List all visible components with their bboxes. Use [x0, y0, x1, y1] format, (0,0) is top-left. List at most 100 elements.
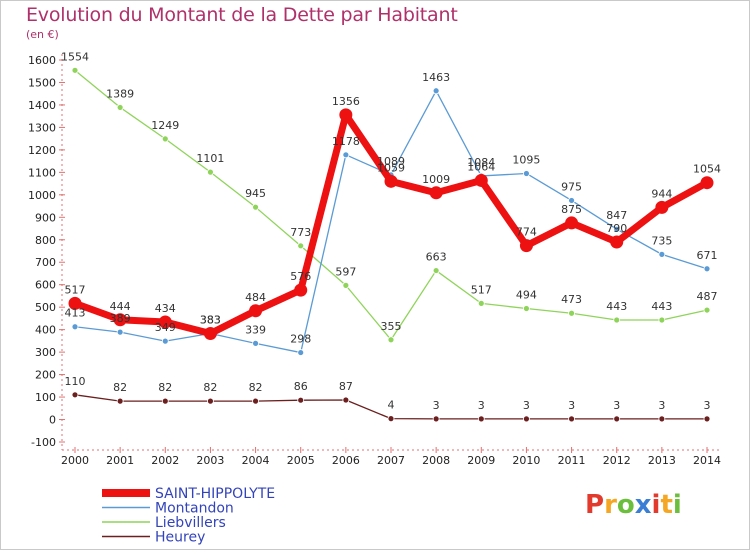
data-label-montandon: 1178 [332, 135, 360, 148]
x-tick-label: 2007 [377, 454, 405, 467]
data-label-saint-hippolyte: 944 [651, 187, 672, 200]
legend-label-liebvillers: Liebvillers [155, 515, 226, 531]
y-tick-label: 700 [35, 256, 56, 269]
data-point-saint-hippolyte [519, 239, 533, 253]
data-point-heurey [432, 415, 440, 423]
data-point-heurey [71, 391, 79, 399]
data-point-montandon [658, 250, 666, 258]
data-point-saint-hippolyte [565, 216, 579, 230]
data-label-heurey: 3 [433, 399, 440, 412]
data-point-saint-hippolyte [294, 283, 308, 297]
data-point-montandon [432, 87, 440, 95]
data-label-saint-hippolyte: 383 [200, 313, 221, 326]
data-point-saint-hippolyte [429, 186, 443, 200]
x-tick-label: 2001 [106, 454, 134, 467]
data-point-heurey [387, 415, 395, 423]
data-label-saint-hippolyte: 434 [155, 302, 176, 315]
y-tick-label: 1500 [28, 76, 56, 89]
data-label-montandon: 735 [651, 234, 672, 247]
x-tick-label: 2010 [512, 454, 540, 467]
data-point-heurey [613, 415, 621, 423]
data-point-liebvillers [252, 203, 259, 211]
y-tick-label: 1200 [28, 144, 56, 157]
data-point-montandon [252, 339, 259, 347]
data-point-liebvillers [207, 168, 214, 176]
data-label-liebvillers: 473 [561, 293, 582, 306]
data-point-liebvillers [613, 316, 621, 324]
data-label-montandon: 1463 [422, 71, 450, 84]
x-tick-label: 2006 [332, 454, 360, 467]
logo-letter: i [672, 490, 682, 520]
data-point-heurey [568, 415, 575, 423]
data-point-liebvillers [523, 305, 530, 312]
data-label-heurey: 3 [568, 399, 575, 412]
x-tick-label: 2009 [467, 454, 495, 467]
y-tick-label: 800 [35, 234, 56, 247]
legend-label-montandon: Montandon [155, 501, 234, 517]
data-point-saint-hippolyte [339, 108, 353, 122]
data-label-heurey: 82 [158, 381, 172, 394]
data-label-saint-hippolyte: 1356 [332, 95, 360, 108]
data-point-montandon [71, 323, 79, 331]
data-label-saint-hippolyte: 444 [110, 300, 131, 313]
data-point-saint-hippolyte [700, 176, 714, 190]
data-point-liebvillers [387, 336, 395, 344]
x-tick-label: 2005 [287, 454, 315, 467]
data-label-heurey: 3 [523, 399, 530, 412]
y-tick-label: 500 [35, 301, 56, 314]
data-label-montandon: 1095 [512, 153, 540, 166]
data-label-liebvillers: 945 [245, 187, 266, 200]
y-tick-label: 1400 [28, 99, 56, 112]
logo-letter: t [660, 490, 673, 520]
data-label-saint-hippolyte: 1064 [467, 160, 495, 173]
data-point-montandon [703, 265, 711, 273]
data-label-heurey: 82 [249, 381, 263, 394]
data-point-montandon [161, 337, 169, 345]
data-label-montandon: 298 [290, 333, 311, 346]
data-label-montandon: 339 [245, 323, 266, 336]
data-label-liebvillers: 1101 [196, 152, 224, 165]
y-tick-label: -100 [31, 436, 56, 449]
data-point-saint-hippolyte [249, 304, 263, 318]
data-label-liebvillers: 355 [381, 320, 402, 333]
unit-label: (en €) [26, 28, 59, 41]
data-point-heurey [703, 415, 711, 423]
logo-letter: o [616, 490, 635, 520]
data-point-heurey [252, 397, 259, 405]
data-label-montandon: 671 [697, 249, 718, 262]
y-tick-label: 200 [35, 369, 56, 382]
legend-label-heurey: Heurey [155, 530, 205, 546]
y-tick-label: 900 [35, 211, 56, 224]
data-label-saint-hippolyte: 774 [516, 226, 537, 239]
x-tick-label: 2011 [558, 454, 586, 467]
data-point-heurey [161, 397, 169, 405]
data-point-liebvillers [71, 66, 79, 74]
data-label-liebvillers: 663 [426, 251, 447, 264]
data-label-liebvillers: 1249 [151, 119, 179, 132]
data-point-saint-hippolyte [474, 173, 488, 187]
logo-letter: i [651, 490, 661, 520]
data-point-heurey [658, 415, 666, 423]
data-label-saint-hippolyte: 1059 [377, 161, 405, 174]
data-label-montandon: 847 [606, 209, 627, 222]
y-tick-label: 400 [35, 324, 56, 337]
x-tick-label: 2004 [242, 454, 270, 467]
data-label-heurey: 82 [203, 381, 217, 394]
data-point-saint-hippolyte [655, 200, 669, 214]
data-point-liebvillers [116, 104, 124, 111]
data-point-liebvillers [477, 299, 485, 307]
data-label-heurey: 3 [613, 399, 620, 412]
data-point-saint-hippolyte [113, 313, 127, 327]
y-tick-label: 600 [35, 279, 56, 292]
y-tick-label: 1600 [28, 54, 56, 67]
data-label-montandon: 349 [155, 321, 176, 334]
data-label-liebvillers: 443 [606, 300, 627, 313]
data-label-liebvillers: 443 [651, 300, 672, 313]
y-tick-label: 300 [35, 346, 56, 359]
data-label-heurey: 3 [658, 399, 665, 412]
data-point-liebvillers [658, 316, 666, 324]
data-point-saint-hippolyte [610, 235, 624, 249]
data-label-heurey: 110 [65, 375, 86, 388]
data-point-heurey [116, 397, 124, 405]
